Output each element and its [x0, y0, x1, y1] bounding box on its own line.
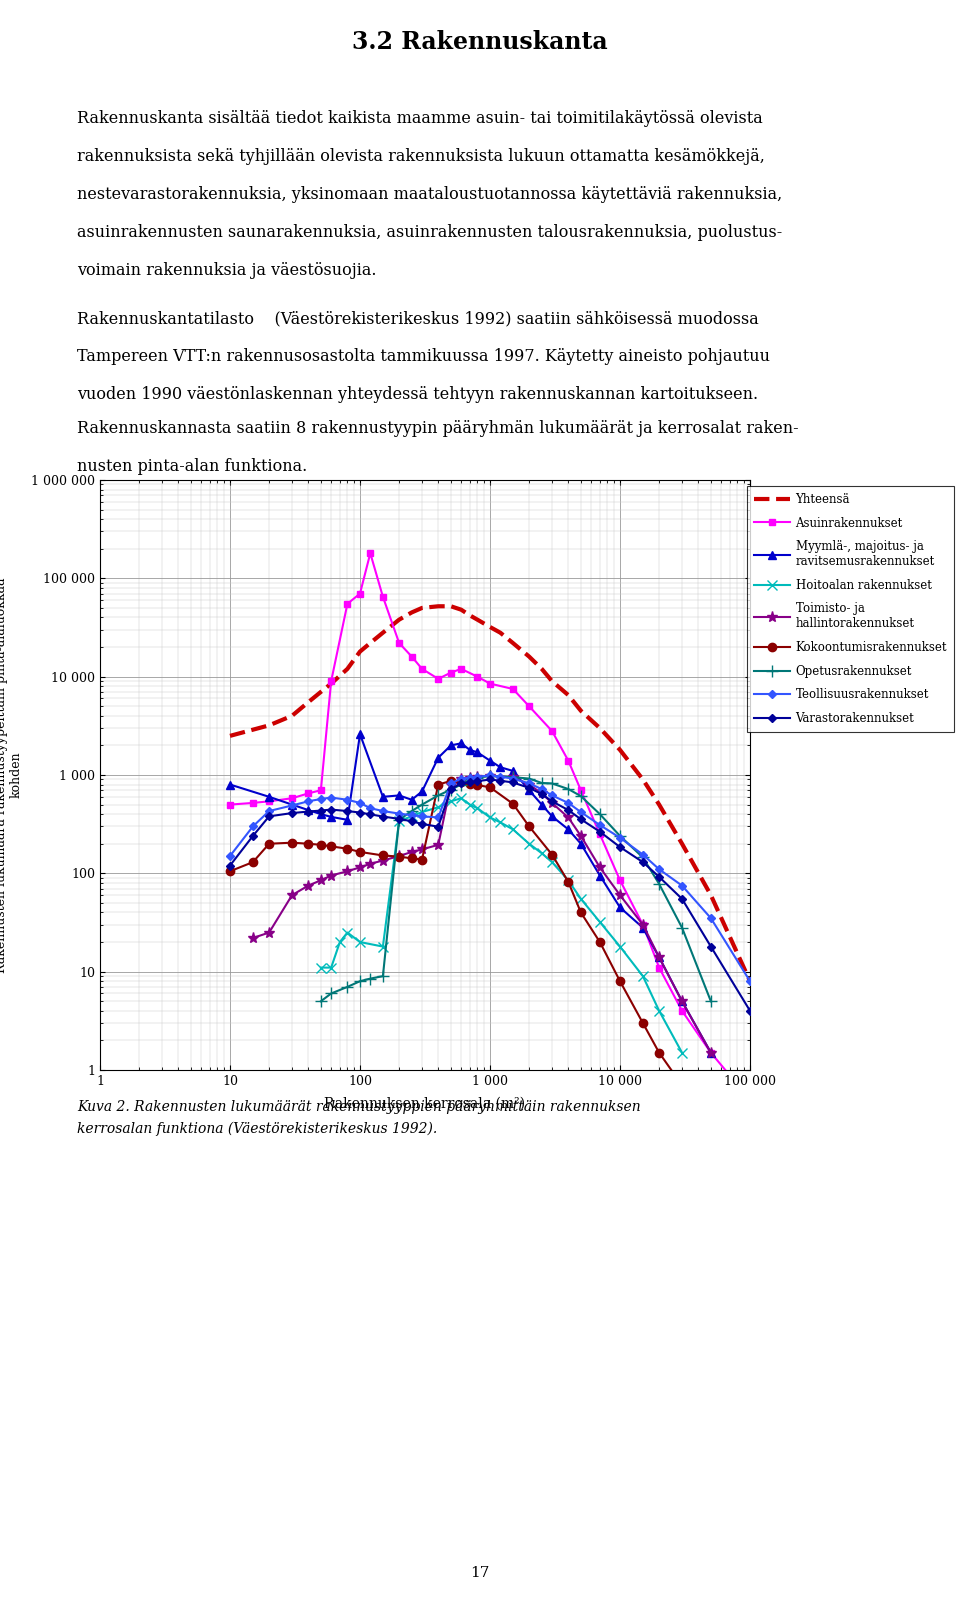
Text: asuinrakennusten saunarakennuksia, asuinrakennusten talousrakennuksia, puolustus: asuinrakennusten saunarakennuksia, asuin…: [77, 224, 782, 242]
Text: kerrosalan funktiona (Väestörekisterikeskus 1992).: kerrosalan funktiona (Väestörekisterikes…: [77, 1122, 437, 1136]
Text: nestevarastorakennuksia, yksinomaan maataloustuotannossa käytettäviä rakennuksia: nestevarastorakennuksia, yksinomaan maat…: [77, 186, 782, 203]
Text: Kuva 2. Rakennusten lukumäärät rakennustyyppien pääryhmittäin rakennuksen: Kuva 2. Rakennusten lukumäärät rakennust…: [77, 1101, 640, 1114]
Text: Tampereen VTT:n rakennusosastolta tammikuussa 1997. Käytetty aineisto pohjautuu: Tampereen VTT:n rakennusosastolta tammik…: [77, 349, 770, 365]
Y-axis label: Rakennusten lukumäärä rakennustyypeittäin pinta-alaluokkaa
kohden: Rakennusten lukumäärä rakennustyypeittäi…: [0, 578, 23, 973]
Text: Rakennuskannasta saatiin 8 rakennustyypin pääryhmän lukumäärät ja kerrosalat rak: Rakennuskannasta saatiin 8 rakennustyypi…: [77, 419, 799, 437]
Text: rakennuksista sekä tyhjillään olevista rakennuksista lukuun ottamatta kesämökkej: rakennuksista sekä tyhjillään olevista r…: [77, 149, 765, 165]
Text: vuoden 1990 väestönlaskennan yhteydessä tehtyyn rakennuskannan kartoitukseen.: vuoden 1990 väestönlaskennan yhteydessä …: [77, 386, 758, 403]
Text: Rakennuskantatilasto    (Väestörekisterikeskus 1992) saatiin sähköisessä muodoss: Rakennuskantatilasto (Väestörekisterikes…: [77, 310, 758, 326]
Text: voimain rakennuksia ja väestösuojia.: voimain rakennuksia ja väestösuojia.: [77, 262, 376, 278]
Legend: Yhteensä, Asuinrakennukset, Myymlä-, majoitus- ja
ravitsemusrakennukset, Hoitoal: Yhteensä, Asuinrakennukset, Myymlä-, maj…: [747, 486, 954, 733]
X-axis label: Rakennuksen kerrosala (m²): Rakennuksen kerrosala (m²): [324, 1096, 525, 1110]
Text: 17: 17: [470, 1566, 490, 1581]
Text: Rakennuskanta sisältää tiedot kaikista maamme asuin- tai toimitilakäytössä olevi: Rakennuskanta sisältää tiedot kaikista m…: [77, 110, 762, 126]
Text: nusten pinta-alan funktiona.: nusten pinta-alan funktiona.: [77, 458, 307, 475]
Text: 3.2 Rakennuskanta: 3.2 Rakennuskanta: [352, 30, 608, 54]
